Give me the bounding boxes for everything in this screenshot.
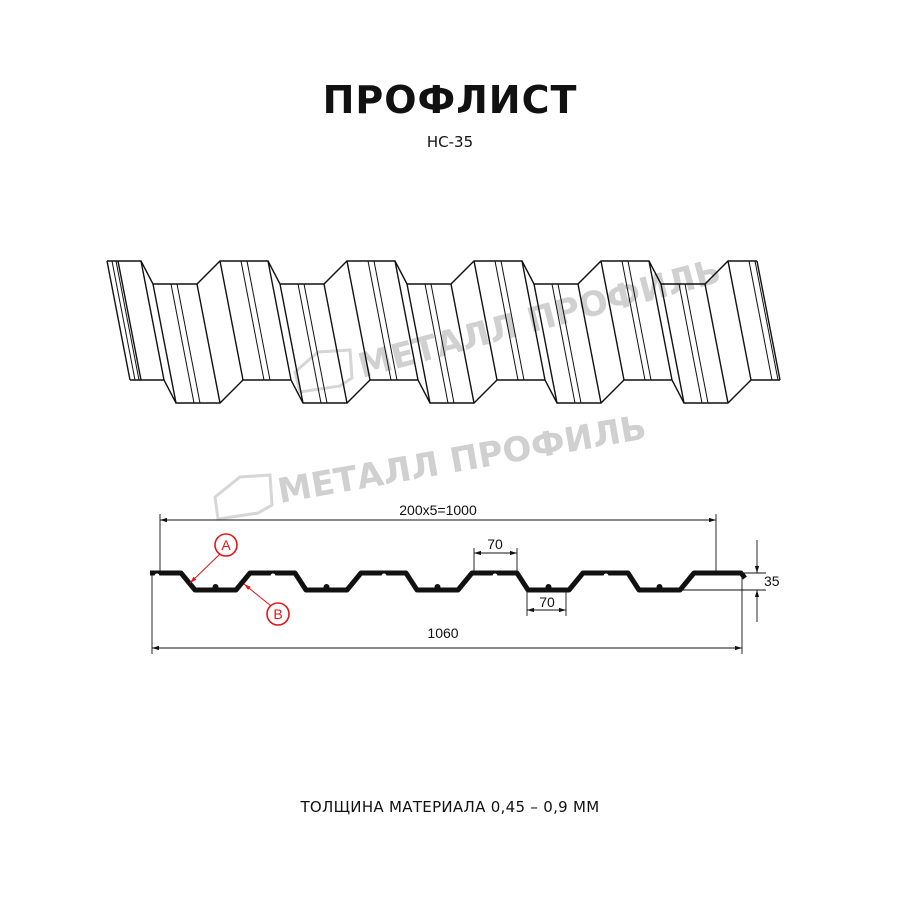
marker-a-label: A (221, 537, 231, 553)
sheet-rib-line (621, 260, 646, 381)
sheet-fold-line (406, 283, 431, 404)
sheet-fold-line (756, 260, 781, 381)
dimension-lines (151, 514, 766, 654)
sheet-rib-line (246, 260, 271, 381)
sheet-rib-line (240, 260, 265, 381)
sheet-fold-line (521, 260, 546, 381)
dim-label-top-70: 70 (487, 536, 503, 552)
sheet-rib-line (430, 283, 455, 404)
sheet-rib-line (424, 283, 449, 404)
sheet-rib-line (557, 283, 582, 404)
sheet-fold-line (267, 260, 292, 381)
dim-label-35: 35 (764, 573, 780, 589)
sheet-fold-line (450, 283, 475, 404)
page-title: ПРОФЛИСТ (322, 78, 578, 122)
sheet-fold-line (727, 260, 752, 381)
sheet-rib-line (684, 283, 709, 404)
sheet-fold-line (140, 260, 165, 381)
sheet-rib-line (748, 260, 773, 381)
dim-label-1060: 1060 (427, 625, 458, 641)
watermark-text-bottom: МЕТАЛЛ ПРОФИЛЬ (275, 408, 650, 512)
sheet-fold-line (323, 283, 348, 404)
sheet-rib-line (176, 283, 201, 404)
bottom-stiffener-rib (434, 584, 441, 590)
top-stiffener-notch (492, 573, 498, 579)
sheet-fold-line (394, 260, 419, 381)
bottom-stiffener-rib (656, 584, 663, 590)
material-thickness-note: ТОЛЩИНА МАТЕРИАЛА 0,45 – 0,9 ММ (300, 798, 600, 816)
sheet-fold-line (577, 283, 602, 404)
marker-b: B (243, 583, 290, 626)
sheet-fold-line (704, 283, 729, 404)
sheet-fold-line (533, 283, 558, 404)
sheet-rib-line (551, 283, 576, 404)
sheet-fold-line (600, 260, 625, 381)
marker-a: A (189, 533, 238, 584)
sheet-3d-view (106, 260, 781, 404)
sheet-fold-line (660, 283, 685, 404)
sheet-rib-line (678, 283, 703, 404)
sheet-fold-line (346, 260, 371, 381)
sheet-rib-line (627, 260, 652, 381)
dim-label-1000: 200x5=1000 (399, 502, 477, 518)
top-stiffener-notch (270, 573, 276, 579)
cross-section-profile (150, 570, 747, 593)
sheet-fold-line (106, 260, 131, 381)
top-stiffener-notch (381, 573, 387, 579)
sheet-fold-line (279, 283, 304, 404)
sheet-rib-line (754, 260, 779, 381)
profile-line (150, 570, 747, 593)
model-subtitle: НС-35 (426, 133, 474, 151)
sheet-fold-line (473, 260, 498, 381)
sheet-rib-line (373, 260, 398, 381)
sheet-bottom-edge (130, 379, 780, 404)
sheet-fold-line (648, 260, 673, 381)
sheet-rib-line (367, 260, 392, 381)
sheet-rib-line (303, 283, 328, 404)
bottom-stiffener-rib (212, 584, 219, 590)
sheet-fold-line (196, 283, 221, 404)
sheet-fold-line (117, 260, 142, 381)
sheet-rib-line (170, 283, 195, 404)
sheet-rib-line (297, 283, 322, 404)
sheet-fold-line (219, 260, 244, 381)
sheet-rib-line (494, 260, 519, 381)
marker-b-label: B (273, 606, 282, 622)
sheet-rib-line (111, 260, 136, 381)
bottom-stiffener-rib (323, 584, 330, 590)
sheet-rib-line (115, 260, 140, 381)
sheet-rib-line (500, 260, 525, 381)
top-stiffener-notch (154, 573, 160, 579)
bottom-stiffener-rib (545, 584, 552, 590)
top-stiffener-notch (603, 573, 609, 579)
dim-label-bottom-70: 70 (539, 594, 555, 610)
sheet-fold-line (152, 283, 177, 404)
